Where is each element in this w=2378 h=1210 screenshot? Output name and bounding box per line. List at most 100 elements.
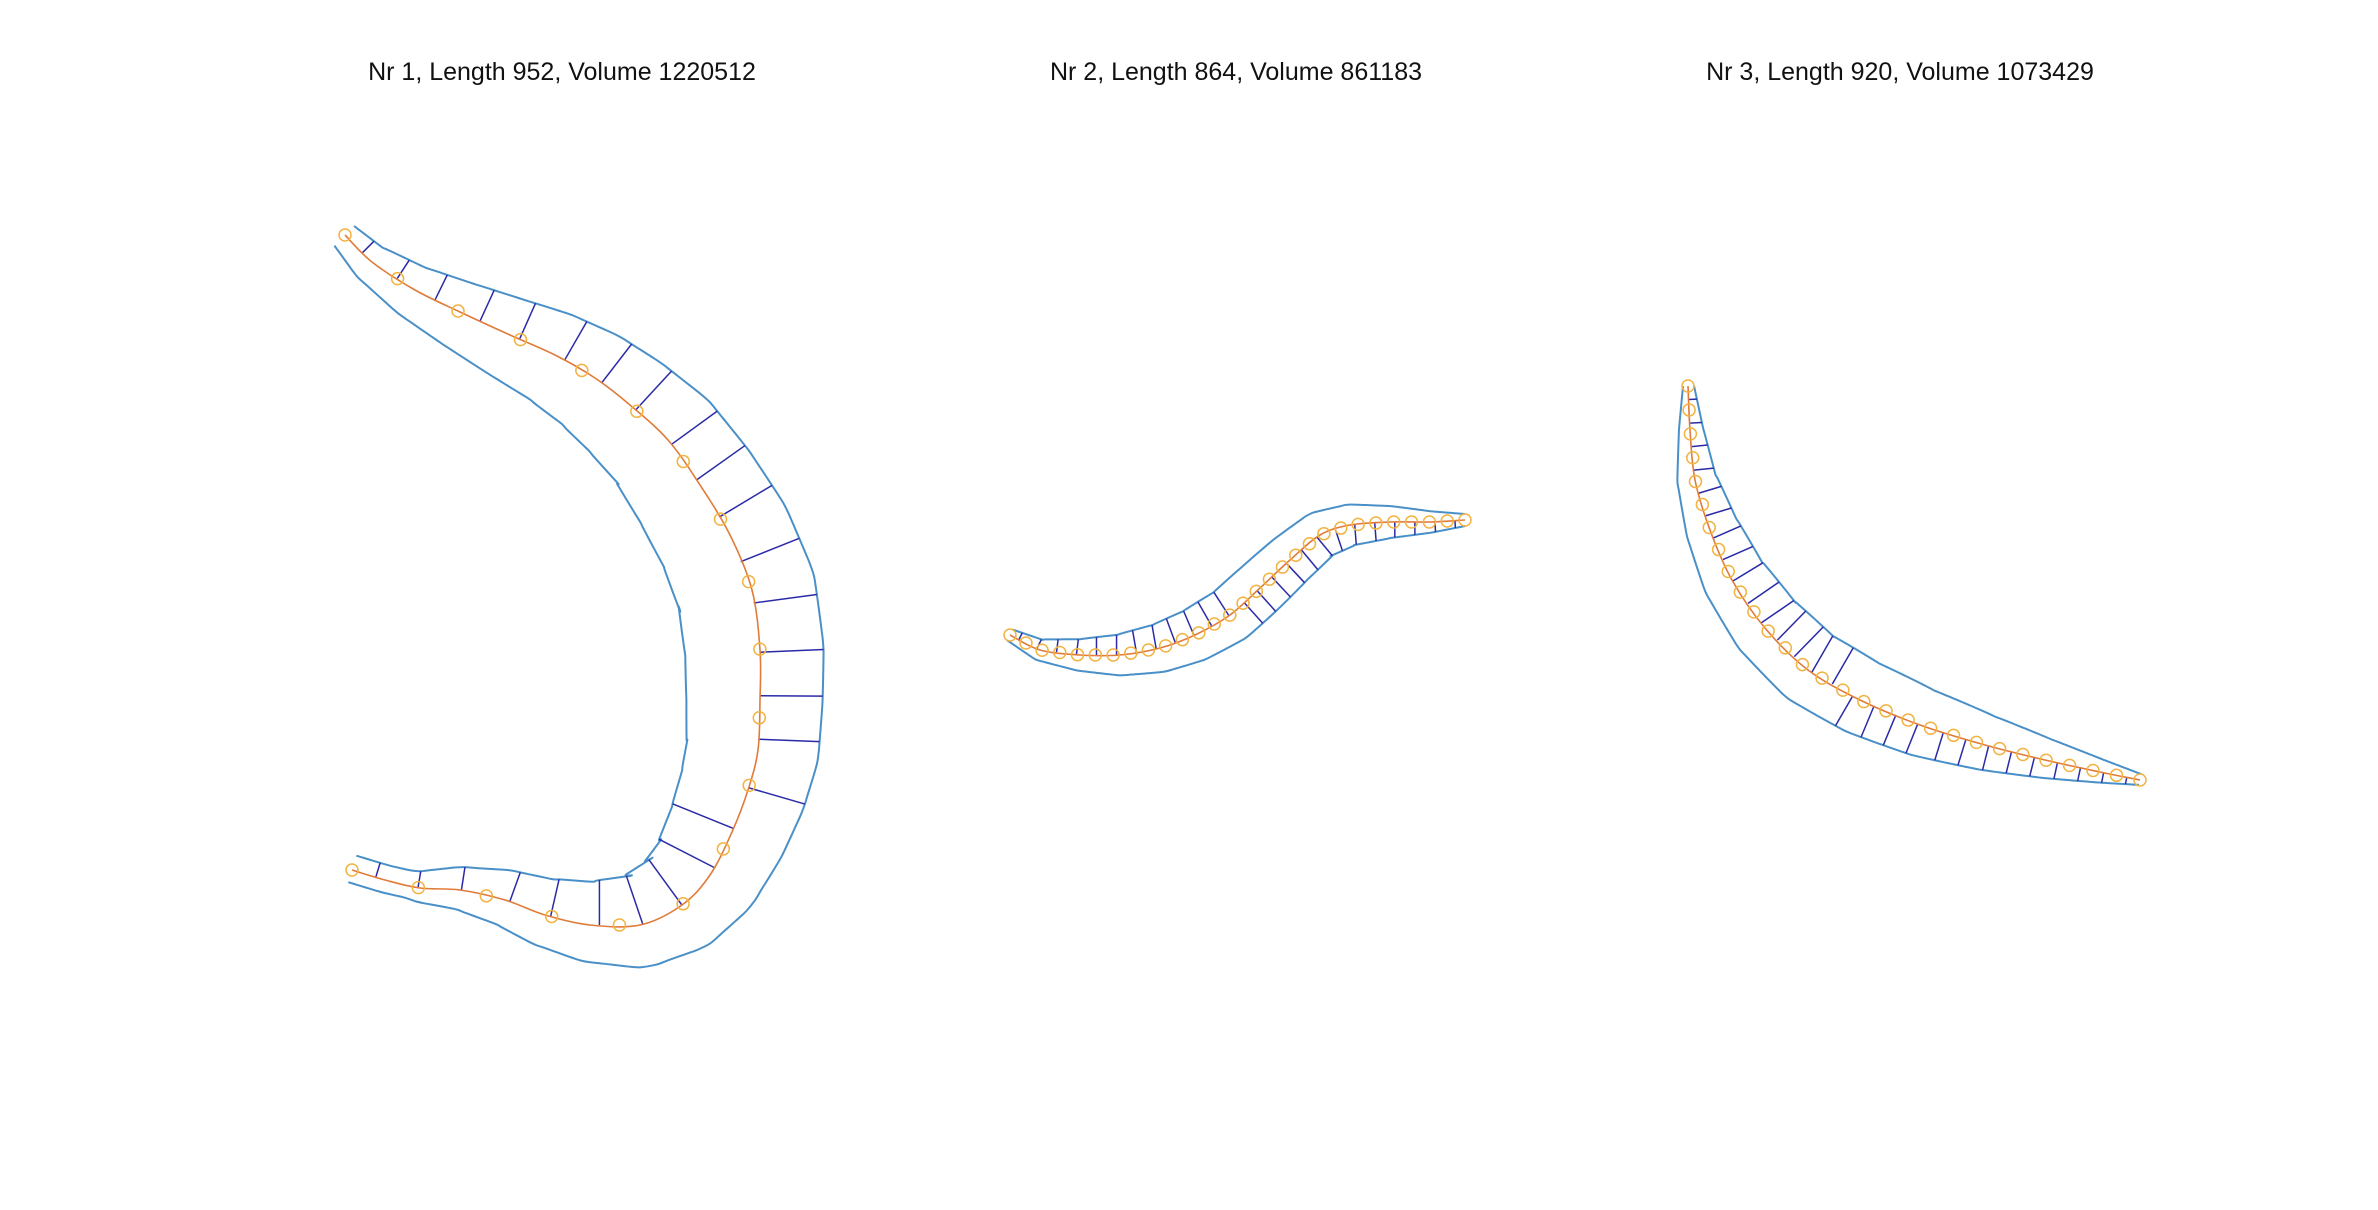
centerline-marker bbox=[1289, 548, 1303, 562]
width-rib bbox=[1747, 581, 1780, 604]
panel-title: Nr 3, Length 920, Volume 1073429 bbox=[1706, 58, 2094, 86]
centerline-marker bbox=[2016, 747, 2030, 762]
width-rib bbox=[460, 867, 466, 891]
width-rib bbox=[670, 410, 718, 446]
centerline-marker bbox=[1158, 639, 1173, 653]
centerline-marker bbox=[1733, 585, 1748, 599]
centerline-marker bbox=[630, 404, 644, 419]
width-rib bbox=[417, 871, 422, 888]
centerline-marker bbox=[676, 897, 690, 911]
centerline-marker bbox=[1440, 514, 1454, 528]
width-rib bbox=[740, 537, 800, 563]
centerline-marker bbox=[1003, 628, 1017, 642]
width-rib bbox=[1882, 714, 1897, 746]
centerline-marker bbox=[753, 642, 767, 656]
centerline-marker bbox=[741, 574, 756, 589]
centerline-marker bbox=[1682, 403, 1696, 417]
width-rib bbox=[1776, 610, 1807, 641]
centerline-marker bbox=[713, 512, 728, 526]
width-rib bbox=[1197, 601, 1213, 626]
width-rib bbox=[1834, 695, 1854, 727]
width-rib bbox=[625, 875, 644, 924]
worm-3 bbox=[1676, 379, 2147, 787]
centerline-marker bbox=[1404, 515, 1419, 529]
width-rib bbox=[1760, 599, 1795, 624]
width-rib bbox=[1705, 507, 1732, 517]
panel-1: Nr 1, Length 952, Volume 1220512 bbox=[0, 0, 1000, 1210]
width-rib bbox=[1374, 523, 1377, 541]
centerline-marker bbox=[1236, 596, 1250, 610]
width-rib bbox=[1691, 444, 1708, 448]
body-outline bbox=[348, 225, 825, 969]
centerline-marker bbox=[1923, 721, 1938, 736]
body-outline bbox=[1676, 386, 2140, 786]
centerline-marker bbox=[1721, 564, 1736, 579]
centerline-marker bbox=[390, 271, 405, 286]
width-rib bbox=[1831, 647, 1854, 685]
width-rib bbox=[648, 859, 683, 906]
width-rib bbox=[1793, 626, 1824, 658]
width-rib bbox=[759, 648, 824, 653]
width-rib bbox=[758, 738, 820, 743]
width-rib bbox=[434, 274, 448, 301]
centerline-marker bbox=[1106, 648, 1120, 662]
centerline-marker bbox=[1946, 728, 1961, 743]
width-rib bbox=[1689, 421, 1702, 424]
centerline-marker bbox=[1857, 694, 1871, 709]
width-rib bbox=[1905, 723, 1919, 754]
width-rib bbox=[600, 343, 633, 384]
centerline-marker bbox=[1702, 520, 1716, 535]
centerline-marker bbox=[1275, 560, 1290, 574]
centerline-marker bbox=[2062, 758, 2077, 773]
width-rib bbox=[1316, 536, 1333, 557]
width-rib bbox=[635, 370, 673, 411]
width-rib bbox=[1981, 745, 1990, 771]
width-rib bbox=[1934, 731, 1945, 761]
centerline-marker bbox=[1386, 515, 1401, 529]
centerline-marker bbox=[1302, 537, 1317, 551]
body-outline bbox=[1006, 525, 1466, 677]
width-rib bbox=[1713, 525, 1742, 539]
centerline bbox=[344, 234, 762, 928]
width-rib bbox=[2124, 777, 2128, 785]
width-rib bbox=[1256, 590, 1277, 612]
centerline-marker bbox=[451, 304, 465, 318]
centerline-marker bbox=[1223, 608, 1237, 622]
width-rib bbox=[362, 240, 375, 254]
centerline-marker bbox=[742, 778, 756, 793]
width-rib bbox=[718, 484, 773, 518]
centerline-marker bbox=[411, 880, 426, 895]
worm-1 bbox=[333, 225, 825, 969]
width-rib bbox=[753, 593, 817, 604]
width-rib bbox=[1271, 576, 1291, 598]
panel-3: Nr 3, Length 920, Volume 1073429 bbox=[1400, 0, 2378, 1210]
centerline-marker bbox=[1681, 379, 1695, 393]
width-rib bbox=[1151, 625, 1157, 649]
centerline-marker bbox=[2133, 773, 2147, 787]
centerline-marker bbox=[1334, 521, 1348, 535]
width-rib bbox=[1075, 639, 1080, 655]
centerline bbox=[1687, 385, 2141, 781]
centerline-marker bbox=[2086, 763, 2100, 778]
width-rib bbox=[1957, 738, 1967, 766]
centerline-marker bbox=[1815, 671, 1829, 685]
body-outline bbox=[1693, 385, 2142, 776]
centerline-marker bbox=[1992, 741, 2007, 756]
centerline bbox=[1009, 519, 1466, 657]
width-rib bbox=[1018, 632, 1023, 640]
centerline-marker bbox=[1795, 657, 1810, 672]
centerline-marker bbox=[1369, 516, 1383, 530]
width-rib bbox=[479, 289, 495, 322]
worm-2 bbox=[1003, 503, 1472, 677]
width-rib bbox=[375, 862, 381, 878]
centerline-marker bbox=[575, 363, 589, 378]
width-rib bbox=[1860, 705, 1875, 738]
centerline-marker bbox=[1686, 451, 1700, 465]
centerline-marker bbox=[1317, 526, 1331, 541]
centerline-marker bbox=[1683, 427, 1698, 441]
panel-title: Nr 2, Length 864, Volume 861183 bbox=[1049, 58, 1423, 86]
width-rib bbox=[1285, 562, 1306, 584]
width-rib bbox=[2005, 751, 2013, 774]
width-rib bbox=[2053, 762, 2059, 780]
centerline-marker bbox=[1836, 683, 1850, 697]
